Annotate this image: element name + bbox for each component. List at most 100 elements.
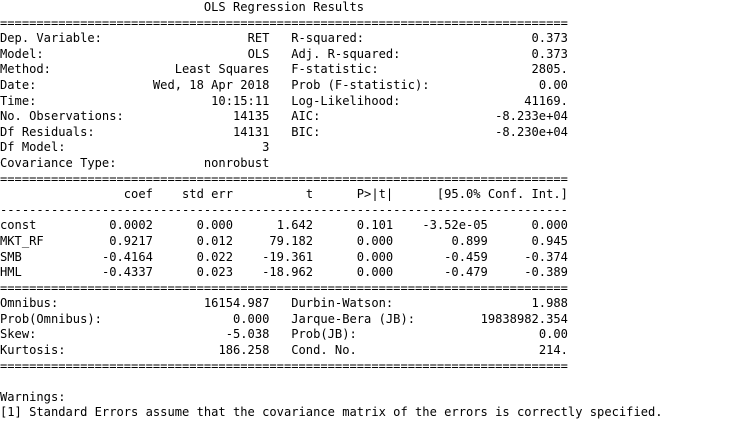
summary-value: 10:15:11 bbox=[211, 93, 270, 108]
summary-row: No. Observations: 14135 AIC: -8.233e+04 bbox=[0, 109, 729, 125]
summary-row: Date: Wed, 18 Apr 2018 Prob (F-statistic… bbox=[0, 78, 729, 94]
summary-label: Log-Likelihood: bbox=[291, 93, 401, 108]
diag-value: 0.00 bbox=[538, 327, 568, 342]
coef-name: MKT_RF bbox=[0, 233, 44, 248]
ci-high-value: -0.389 bbox=[524, 265, 568, 280]
summary-value: 3 bbox=[262, 140, 270, 155]
diag-value: 0.000 bbox=[233, 311, 270, 326]
t-value: 79.182 bbox=[269, 233, 314, 248]
summary-value: 41169. bbox=[524, 93, 568, 108]
summary-row: Model: OLS Adj. R-squared: 0.373 bbox=[0, 47, 729, 63]
single-rule: ----------------------------------------… bbox=[0, 202, 568, 217]
summary-row: Dep. Variable: RET R-squared: 0.373 bbox=[0, 31, 729, 47]
coef-value: -0.4337 bbox=[101, 265, 153, 280]
double-rule: ========================================… bbox=[0, 15, 568, 30]
coef-name: SMB bbox=[0, 249, 22, 264]
diagnostic-row: Omnibus: 16154.987 Durbin-Watson: 1.988 bbox=[0, 296, 729, 312]
ci-low-value: -0.479 bbox=[444, 265, 488, 280]
summary-value: -8.230e+04 bbox=[495, 124, 568, 139]
p-value: 0.101 bbox=[356, 218, 394, 233]
col-header-std-err: std err bbox=[182, 187, 233, 202]
summary-value: 0.00 bbox=[538, 77, 568, 92]
summary-value: OLS bbox=[247, 46, 270, 61]
warnings-title: Warnings: bbox=[0, 390, 729, 406]
warning-text: [1] Standard Errors assume that the cova… bbox=[0, 405, 663, 420]
summary-label: No. Observations: bbox=[0, 109, 124, 124]
diagnostic-row: Kurtosis: 186.258 Cond. No. 214. bbox=[0, 343, 729, 359]
col-header-conf-int: [95.0% Conf. Int.] bbox=[436, 187, 568, 202]
summary-label: Dep. Variable: bbox=[0, 31, 102, 46]
coef-row: MKT_RF 0.9217 0.012 79.182 0.000 0.899 0… bbox=[0, 234, 729, 250]
summary-value: RET bbox=[247, 31, 270, 46]
summary-value: 14131 bbox=[233, 124, 270, 139]
diag-label: Durbin-Watson: bbox=[291, 296, 394, 311]
diag-label: Cond. No. bbox=[291, 343, 357, 358]
t-value: -18.962 bbox=[262, 265, 314, 280]
diag-value: 186.258 bbox=[218, 343, 270, 358]
diagnostic-row: Prob(Omnibus): 0.000 Jarque-Bera (JB): 1… bbox=[0, 312, 729, 328]
ci-high-value: -0.374 bbox=[524, 249, 568, 264]
diag-value: 1.988 bbox=[531, 296, 568, 311]
summary-label: Df Model: bbox=[0, 140, 66, 155]
coef-row: HML -0.4337 0.023 -18.962 0.000 -0.479 -… bbox=[0, 265, 729, 281]
diag-label: Kurtosis: bbox=[0, 343, 66, 358]
diag-label: Prob(Omnibus): bbox=[0, 311, 102, 326]
summary-value: -8.233e+04 bbox=[495, 109, 568, 124]
coef-value: 0.9217 bbox=[109, 233, 153, 248]
ci-low-value: -3.52e-05 bbox=[422, 218, 488, 233]
warnings-heading: Warnings: bbox=[0, 389, 66, 404]
summary-value: 2805. bbox=[531, 62, 568, 77]
report-title: OLS Regression Results bbox=[0, 0, 729, 16]
summary-label: Prob (F-statistic): bbox=[291, 77, 430, 92]
summary-value: 14135 bbox=[233, 109, 270, 124]
t-value: 1.642 bbox=[276, 218, 314, 233]
summary-row: Time: 10:15:11 Log-Likelihood: 41169. bbox=[0, 94, 729, 110]
warning-item: [1] Standard Errors assume that the cova… bbox=[0, 405, 729, 421]
double-rule: ========================================… bbox=[0, 171, 568, 186]
summary-label: Adj. R-squared: bbox=[291, 46, 401, 61]
summary-row: Method: Least Squares F-statistic: 2805. bbox=[0, 62, 729, 78]
double-rule: ========================================… bbox=[0, 280, 568, 295]
summary-value: Wed, 18 Apr 2018 bbox=[152, 77, 270, 92]
summary-row: Df Model: 3 bbox=[0, 140, 729, 156]
diag-label: Prob(JB): bbox=[291, 327, 357, 342]
p-value: 0.000 bbox=[356, 233, 394, 248]
diag-value: 214. bbox=[538, 343, 568, 358]
summary-label: AIC: bbox=[291, 109, 321, 124]
std-err-value: 0.000 bbox=[196, 218, 233, 233]
summary-value: Least Squares bbox=[174, 62, 270, 77]
coef-name: HML bbox=[0, 265, 22, 280]
diag-label: Omnibus: bbox=[0, 296, 59, 311]
coef-row: const 0.0002 0.000 1.642 0.101 -3.52e-05… bbox=[0, 218, 729, 234]
coef-value: 0.0002 bbox=[109, 218, 153, 233]
summary-label: Model: bbox=[0, 46, 44, 61]
t-value: -19.361 bbox=[262, 249, 314, 264]
ci-low-value: 0.899 bbox=[451, 233, 488, 248]
summary-label: Date: bbox=[0, 77, 37, 92]
diag-value: -5.038 bbox=[225, 327, 270, 342]
diagnostic-row: Skew: -5.038 Prob(JB): 0.00 bbox=[0, 327, 729, 343]
std-err-value: 0.022 bbox=[196, 249, 233, 264]
diag-label: Skew: bbox=[0, 327, 37, 342]
col-header-coef: coef bbox=[123, 187, 153, 202]
summary-label: F-statistic: bbox=[291, 62, 379, 77]
double-rule: ========================================… bbox=[0, 358, 568, 373]
summary-value: 0.373 bbox=[531, 46, 568, 61]
summary-row: Covariance Type: nonrobust bbox=[0, 156, 729, 172]
summary-label: BIC: bbox=[291, 124, 321, 139]
std-err-value: 0.023 bbox=[196, 265, 233, 280]
summary-label: Method: bbox=[0, 62, 51, 77]
coef-header-row: coef std err t P>|t| [95.0% Conf. Int.] bbox=[0, 187, 729, 203]
summary-label: Df Residuals: bbox=[0, 124, 95, 139]
title-text: OLS Regression Results bbox=[203, 0, 365, 14]
summary-label: R-squared: bbox=[291, 31, 365, 46]
summary-value: 0.373 bbox=[531, 31, 568, 46]
blank-line bbox=[0, 374, 729, 390]
p-value: 0.000 bbox=[356, 249, 394, 264]
summary-label: Time: bbox=[0, 93, 37, 108]
coef-value: -0.4164 bbox=[101, 249, 153, 264]
coef-row: SMB -0.4164 0.022 -19.361 0.000 -0.459 -… bbox=[0, 250, 729, 266]
summary-label: Covariance Type: bbox=[0, 155, 117, 170]
coef-name: const bbox=[0, 218, 37, 233]
